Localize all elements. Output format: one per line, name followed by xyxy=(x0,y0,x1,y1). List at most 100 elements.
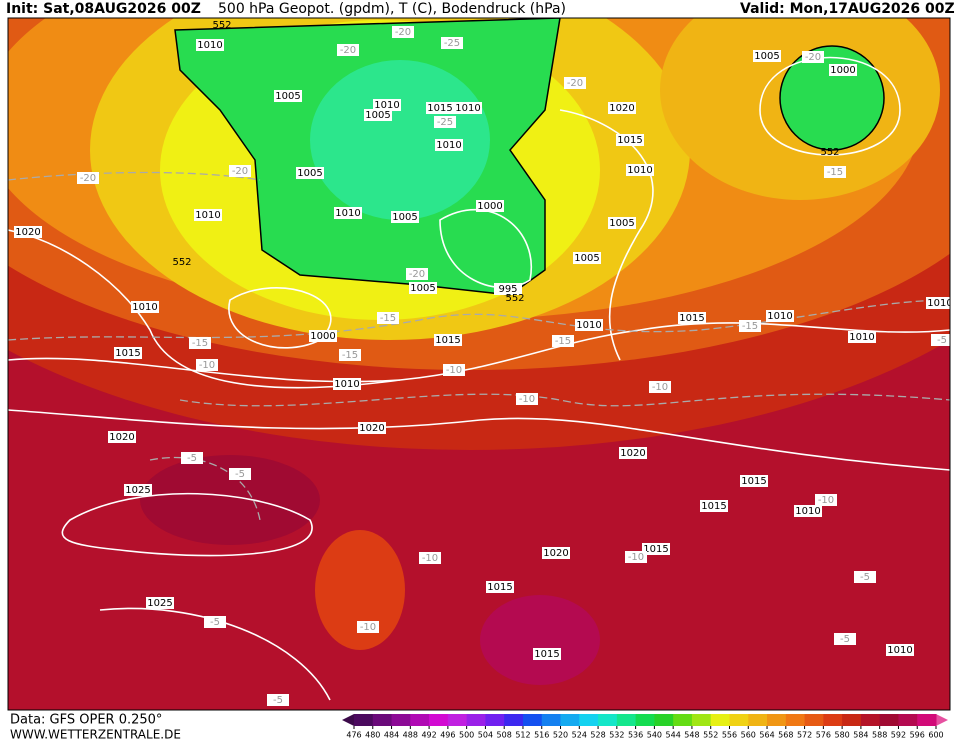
website: WWW.WETTERZENTRALE.DE xyxy=(10,728,181,741)
temperature-label-box xyxy=(854,571,876,583)
isobar-label-box xyxy=(364,109,392,121)
temperature-label: -15 xyxy=(192,338,208,349)
isobar-label-box xyxy=(131,301,159,313)
data-source: Data: GFS OPER 0.250° xyxy=(10,713,162,728)
temperature-label-box xyxy=(564,77,586,89)
isobar-label: 1015 xyxy=(487,582,512,593)
colorbar-tick-label: 496 xyxy=(440,731,455,740)
colorbar-swatch xyxy=(485,714,505,726)
colorbar-swatch xyxy=(635,714,655,726)
isobar-label: 1020 xyxy=(543,548,568,559)
temperature-label-box xyxy=(516,393,538,405)
colorbar-swatch xyxy=(917,714,937,726)
isobar-label: 1020 xyxy=(359,423,384,434)
colorbar-arrow-low xyxy=(342,714,354,726)
init-label: Init: Sat,08AUG2026 00Z xyxy=(6,1,201,17)
temperature-label-box xyxy=(815,494,837,506)
isobar-label-box xyxy=(642,543,670,555)
isobar-label-box xyxy=(409,282,437,294)
colorbar-swatch xyxy=(691,714,712,726)
colorbar-swatch xyxy=(785,714,806,726)
isobar-label: 1005 xyxy=(609,218,634,229)
temperature-label: -10 xyxy=(519,394,535,405)
temperature-label: -20 xyxy=(805,52,821,63)
colorbar-swatch xyxy=(354,714,374,726)
temperature-label-box xyxy=(434,116,456,128)
temperature-label-box xyxy=(443,364,465,376)
colorbar-swatch xyxy=(804,714,824,726)
isobar-label: 1010 xyxy=(627,165,652,176)
colorbar-swatch xyxy=(391,714,411,726)
colorbar-arrow-high xyxy=(936,714,948,726)
isobar-label-box xyxy=(426,102,454,114)
colorbar-tick-label: 576 xyxy=(816,731,831,740)
isobar-label-box xyxy=(274,90,302,102)
temperature-label-box xyxy=(824,166,846,178)
isobar-label: 1010 xyxy=(576,320,601,331)
temperature-label: -10 xyxy=(422,553,438,564)
colorbar-tick-label: 572 xyxy=(797,731,812,740)
isobar-label: 1010 xyxy=(887,645,912,656)
isobar-label: 1010 xyxy=(455,103,480,114)
isobar-label-box xyxy=(146,597,174,609)
temperature-label-box xyxy=(229,468,251,480)
isobar-label: 1015 xyxy=(427,103,452,114)
colorbar-swatch xyxy=(429,714,449,726)
isobar-label: 1010 xyxy=(334,379,359,390)
isobar-label: 1005 xyxy=(392,212,417,223)
colorbar-swatch xyxy=(710,714,730,726)
colorbar-swatch xyxy=(616,714,637,726)
temperature-label: -10 xyxy=(652,382,668,393)
temperature-label: -20 xyxy=(409,269,425,280)
isobar-label: 1015 xyxy=(115,348,140,359)
field xyxy=(140,455,320,545)
isobar-label: 1000 xyxy=(477,201,502,212)
map-frame xyxy=(7,17,951,711)
isobar-label-box xyxy=(124,484,152,496)
colorbar-swatch xyxy=(823,714,843,726)
colorbar-tick-label: 600 xyxy=(928,731,943,740)
temperature-label: -10 xyxy=(818,495,834,506)
colorbar-tick-label: 568 xyxy=(778,731,793,740)
temperature-label: -5 xyxy=(273,695,283,706)
valid-label: Valid: Mon,17AUG2026 00Z xyxy=(740,1,955,17)
colorbar-tick-label: 492 xyxy=(421,731,436,740)
field xyxy=(315,530,405,650)
temperature-label-box xyxy=(77,172,99,184)
isobar-label-box xyxy=(108,431,136,443)
isobar-label: 1020 xyxy=(609,103,634,114)
temperature-label-box xyxy=(392,26,414,38)
temperature-label-box xyxy=(802,51,824,63)
temperature-label-box xyxy=(625,551,647,563)
temperature-label: -5 xyxy=(210,617,220,628)
isobar-label-box xyxy=(14,226,42,238)
colorbar-tick-label: 488 xyxy=(403,731,418,740)
isobar-label: 1010 xyxy=(927,298,952,309)
temperature-label-box xyxy=(377,312,399,324)
isobar-label-box xyxy=(114,347,142,359)
isobar-label-box xyxy=(848,331,876,343)
temperature-label-box xyxy=(406,268,428,280)
isobar-label-box xyxy=(196,39,224,51)
colorbar-tick-label: 504 xyxy=(478,731,493,740)
temperature-label: -25 xyxy=(437,117,453,128)
temperature-label-box xyxy=(739,320,761,332)
isobar-label-box xyxy=(334,207,362,219)
colorbar-swatch xyxy=(541,714,562,726)
isobar-label-box xyxy=(542,547,570,559)
isobar-label-box xyxy=(486,581,514,593)
isobar-label-box xyxy=(753,50,781,62)
colorbar-swatch xyxy=(447,714,468,726)
colorbar-tick-label: 520 xyxy=(553,731,568,740)
isobar-label: 1000 xyxy=(830,65,855,76)
temperature-label-box xyxy=(196,359,218,371)
colorbar: 476 480 484 488 492 496 500 504 508 512 516 520 524 5… xyxy=(342,714,948,740)
isobar-label: 1025 xyxy=(125,485,150,496)
colorbar-tick-label: 500 xyxy=(459,731,474,740)
colorbar-tick-label: 544 xyxy=(666,731,681,740)
colorbar-tick-label: 552 xyxy=(703,731,718,740)
isobar-label-box xyxy=(194,209,222,221)
temperature-label: -5 xyxy=(840,634,850,645)
